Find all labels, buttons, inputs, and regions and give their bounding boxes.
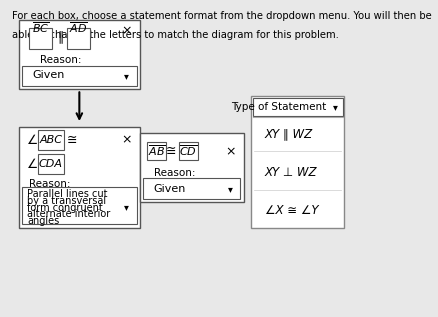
FancyBboxPatch shape xyxy=(252,98,342,116)
Text: ×: × xyxy=(224,145,235,158)
Text: ∠: ∠ xyxy=(27,134,39,147)
Text: able to change the letters to match the diagram for this problem.: able to change the letters to match the … xyxy=(12,30,338,40)
FancyBboxPatch shape xyxy=(38,154,64,174)
Text: $\overline{AD}$: $\overline{AD}$ xyxy=(69,21,88,36)
Text: CDA: CDA xyxy=(39,159,63,169)
Text: alternate interior: alternate interior xyxy=(27,210,110,219)
FancyBboxPatch shape xyxy=(178,142,198,160)
Text: Parallel lines cut: Parallel lines cut xyxy=(27,189,108,199)
Text: ABC: ABC xyxy=(39,135,62,145)
Text: ≅: ≅ xyxy=(67,134,78,147)
FancyBboxPatch shape xyxy=(29,28,52,49)
Text: ▾: ▾ xyxy=(332,102,337,112)
Text: Reason:: Reason: xyxy=(154,168,195,178)
Text: XY ∥ WZ: XY ∥ WZ xyxy=(264,127,312,140)
Text: ∠: ∠ xyxy=(27,158,39,171)
Text: ≅: ≅ xyxy=(166,145,176,158)
FancyBboxPatch shape xyxy=(19,20,140,89)
FancyBboxPatch shape xyxy=(22,66,136,86)
FancyBboxPatch shape xyxy=(19,127,140,228)
FancyBboxPatch shape xyxy=(22,187,136,224)
FancyBboxPatch shape xyxy=(250,96,344,228)
Text: ∠X ≅ ∠Y: ∠X ≅ ∠Y xyxy=(264,204,318,217)
FancyBboxPatch shape xyxy=(143,178,240,199)
FancyBboxPatch shape xyxy=(140,133,244,203)
Text: angles: angles xyxy=(27,216,60,226)
Text: ×: × xyxy=(120,25,131,38)
Text: ×: × xyxy=(120,134,131,147)
FancyBboxPatch shape xyxy=(67,28,89,49)
Text: Type of Statement: Type of Statement xyxy=(230,102,325,112)
Text: XY ⊥ WZ: XY ⊥ WZ xyxy=(264,166,317,179)
Text: ▾: ▾ xyxy=(227,184,232,194)
Text: $\overline{AB}$: $\overline{AB}$ xyxy=(147,144,165,158)
Text: For each box, choose a statement format from the dropdown menu. You will then be: For each box, choose a statement format … xyxy=(12,11,431,21)
Text: Given: Given xyxy=(32,70,65,80)
Text: $\parallel$: $\parallel$ xyxy=(55,30,64,47)
Text: Reason:: Reason: xyxy=(29,179,71,189)
Text: form congruent: form congruent xyxy=(27,203,103,212)
Text: Reason:: Reason: xyxy=(39,55,81,65)
Text: ▾: ▾ xyxy=(124,71,128,81)
Text: by a transversal: by a transversal xyxy=(27,196,106,206)
Text: $\overline{CD}$: $\overline{CD}$ xyxy=(179,144,197,158)
FancyBboxPatch shape xyxy=(38,130,64,150)
Text: ▾: ▾ xyxy=(124,202,128,212)
Text: $\overline{BC}$: $\overline{BC}$ xyxy=(32,21,49,36)
Text: Given: Given xyxy=(153,184,186,194)
FancyBboxPatch shape xyxy=(147,142,166,160)
